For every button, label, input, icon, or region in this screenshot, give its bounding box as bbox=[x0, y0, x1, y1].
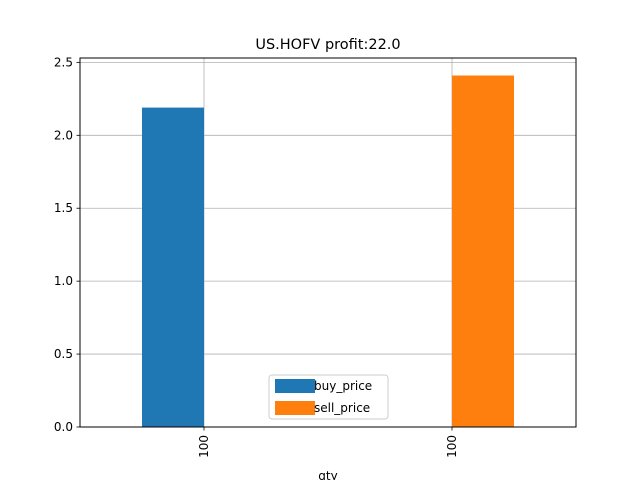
y-tick-label: 0.5 bbox=[54, 347, 73, 361]
legend-swatch-sell-price bbox=[275, 401, 315, 415]
y-tick-label: 2.0 bbox=[54, 128, 73, 142]
bar-buy-price bbox=[142, 107, 204, 428]
legend-label-sell-price: sell_price bbox=[314, 401, 370, 415]
y-tick-label: 1.0 bbox=[54, 274, 73, 288]
x-tick-label: 100 bbox=[445, 435, 459, 458]
bar-sell-price bbox=[452, 75, 514, 427]
y-tick-label: 2.5 bbox=[54, 55, 73, 69]
bars bbox=[142, 75, 514, 428]
x-tick-label: 100 bbox=[197, 435, 211, 458]
legend-swatch-buy-price bbox=[275, 379, 315, 393]
y-tick-label: 1.5 bbox=[54, 201, 73, 215]
y-tick-label: 0.0 bbox=[54, 420, 73, 434]
x-axis-label: qty bbox=[318, 469, 337, 480]
legend-label-buy-price: buy_price bbox=[314, 379, 372, 393]
plot-frame bbox=[79, 57, 577, 428]
axes: 0.0 0.5 1.0 1.5 2.0 2.5 100 100 bbox=[54, 55, 459, 458]
legend: buy_price sell_price bbox=[268, 374, 389, 420]
chart-title: US.HOFV profit:22.0 bbox=[255, 37, 400, 53]
